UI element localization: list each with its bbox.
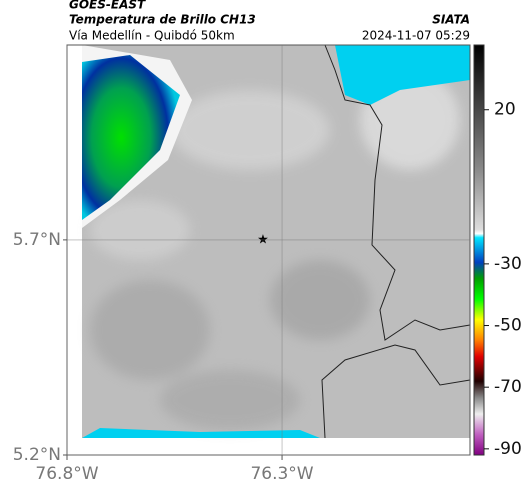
source: GOES-EAST: [69, 0, 146, 12]
y-tick-label: 5.7°N: [13, 230, 61, 250]
colorbar-tick-label: -50: [494, 316, 522, 336]
colorbar-tick-label: -30: [494, 254, 522, 274]
colorbar-tick-label: 20: [494, 100, 516, 120]
route: Vía Medellín - Quibdó 50km: [69, 29, 235, 43]
product: Temperatura de Brillo CH13: [69, 13, 256, 27]
x-tick-label: 76.8°W: [35, 464, 98, 484]
colorbar-tick-label: -90: [494, 439, 522, 459]
colorbar-tick-label: -70: [494, 377, 522, 397]
colorbar: [473, 44, 485, 456]
y-tick-label: 5.2°N: [13, 445, 61, 465]
timestamp: 2024-11-07 05:29: [362, 29, 470, 43]
x-tick-label: 76.3°W: [250, 464, 313, 484]
brand: SIATA: [432, 13, 470, 27]
imagery: ★: [82, 44, 471, 439]
